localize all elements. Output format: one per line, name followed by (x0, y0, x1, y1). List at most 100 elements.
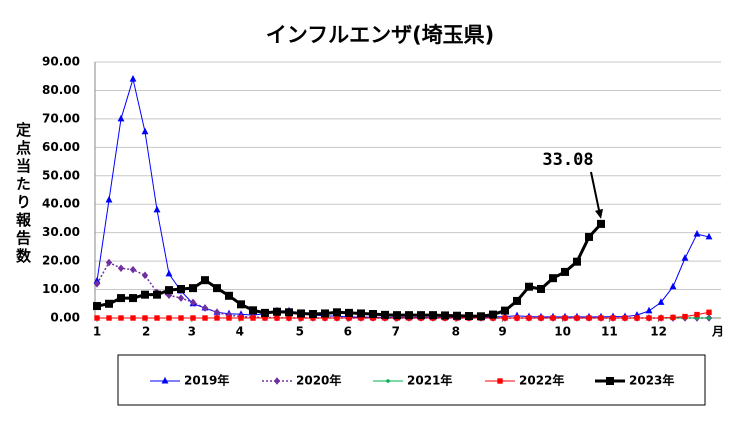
marker (249, 306, 257, 315)
marker (213, 284, 221, 293)
marker (369, 310, 377, 319)
x-tick-label: 2 (142, 325, 150, 339)
marker (345, 308, 353, 317)
marker (297, 309, 305, 318)
marker (357, 309, 365, 318)
marker (177, 284, 185, 293)
x-tick-label: 9 (498, 325, 506, 339)
marker (177, 294, 185, 302)
y-tick-label: 50.00 (42, 168, 80, 182)
marker (94, 315, 100, 321)
legend-label: 2020年 (296, 373, 341, 388)
series-line (96, 222, 603, 318)
marker (682, 313, 688, 320)
legend-label: 2023年 (629, 373, 674, 388)
legend-box (117, 354, 706, 406)
marker (161, 376, 169, 384)
marker (465, 312, 473, 321)
marker (405, 311, 413, 320)
marker (657, 298, 665, 305)
marker (117, 264, 125, 273)
series-line (96, 77, 710, 318)
y-tick-label: 90.00 (42, 55, 80, 69)
x-tick-label: 4 (236, 325, 244, 339)
marker (321, 309, 329, 318)
marker (681, 254, 689, 261)
legend-label: 2021年 (407, 373, 452, 388)
marker (153, 205, 161, 213)
marker (669, 282, 677, 290)
x-tick-label: 3 (188, 325, 196, 339)
marker (707, 316, 711, 320)
marker (166, 315, 172, 321)
x-tick-label: 7 (392, 325, 400, 339)
marker (610, 315, 616, 321)
marker (693, 230, 701, 237)
marker (561, 267, 569, 276)
marker (334, 315, 340, 321)
annotation: 33.08 (542, 150, 593, 170)
marker (333, 308, 341, 317)
x-tick-label: 12 (650, 325, 667, 339)
marker (190, 315, 196, 321)
marker (453, 311, 461, 320)
marker (694, 311, 700, 318)
marker (497, 378, 503, 384)
y-tick-label: 0.00 (50, 311, 80, 325)
legend-label: 2022年 (519, 373, 564, 388)
marker (274, 315, 280, 321)
marker (286, 315, 292, 321)
marker (130, 315, 136, 321)
marker (658, 315, 664, 321)
marker (646, 315, 652, 321)
y-tick-label: 10.00 (42, 282, 80, 296)
marker (489, 310, 497, 319)
marker (117, 114, 125, 122)
marker (586, 315, 592, 321)
marker (273, 377, 281, 385)
marker (537, 284, 545, 293)
marker (549, 274, 557, 283)
marker (105, 299, 113, 308)
marker (141, 290, 149, 299)
marker (117, 294, 125, 303)
marker (562, 315, 568, 321)
annotation-arrow (590, 171, 601, 216)
marker (597, 219, 605, 228)
marker (106, 315, 112, 321)
annotation-arrowhead (595, 208, 603, 219)
y-axis-label: 定点当たり報告数 (14, 122, 32, 266)
y-tick-label: 60.00 (42, 140, 80, 154)
x-tick-label: 5 (296, 325, 304, 339)
marker (105, 195, 113, 203)
marker (670, 314, 676, 321)
marker (214, 315, 220, 321)
marker (201, 276, 209, 285)
marker (705, 232, 713, 240)
y-tick-label: 40.00 (42, 197, 80, 211)
marker (550, 315, 556, 321)
marker (585, 232, 593, 241)
marker (477, 312, 485, 321)
marker (393, 311, 401, 320)
marker (154, 315, 160, 321)
chart-title: インフルエンザ(埼玉県) (266, 23, 495, 47)
marker (237, 300, 245, 309)
marker (309, 310, 317, 319)
marker (598, 315, 604, 321)
marker (129, 265, 137, 274)
x-axis-label: 月 (711, 325, 724, 339)
marker (189, 284, 197, 293)
marker (429, 311, 437, 320)
marker (645, 306, 653, 314)
marker (93, 302, 101, 311)
marker (513, 296, 521, 305)
x-tick-label: 6 (344, 325, 352, 339)
marker (165, 286, 173, 295)
marker (538, 315, 544, 321)
marker (706, 309, 712, 316)
marker (441, 311, 449, 320)
x-tick-label: 8 (452, 325, 460, 339)
